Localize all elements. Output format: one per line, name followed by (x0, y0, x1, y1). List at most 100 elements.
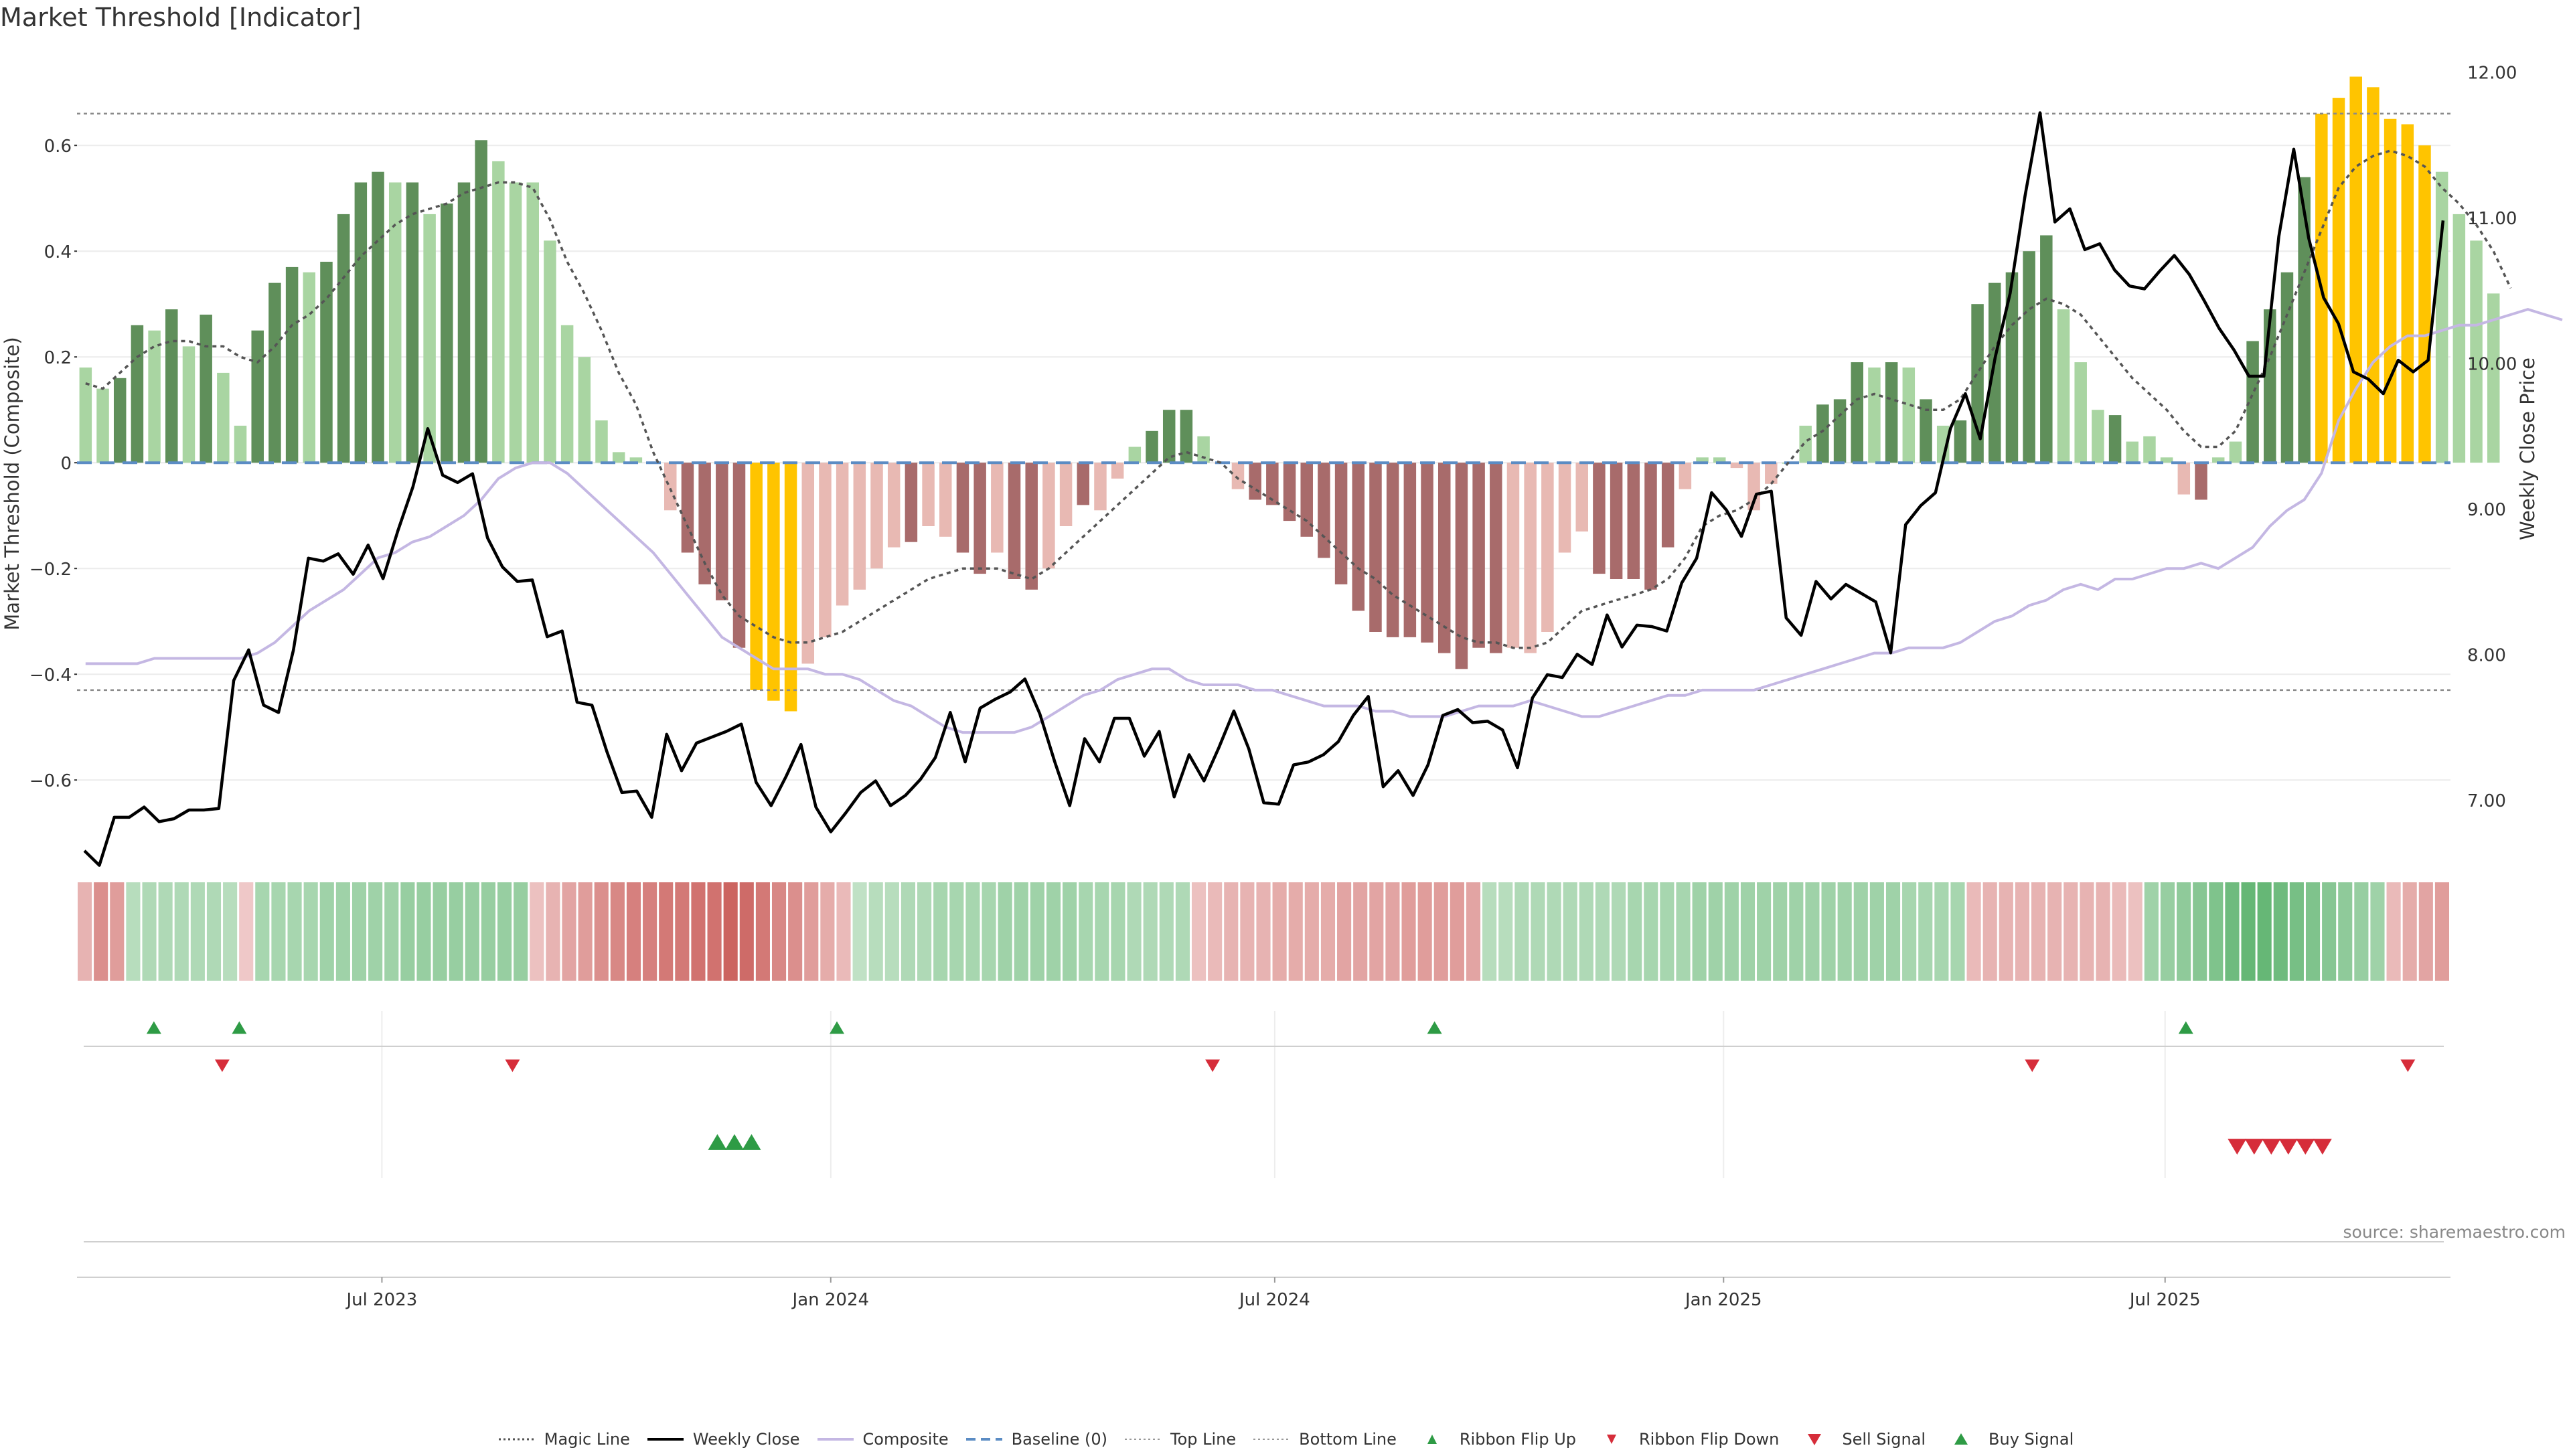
ribbon-cell (368, 882, 383, 981)
composite-bar (234, 425, 247, 463)
ribbon-cell (1159, 882, 1174, 981)
ribbon-cell (1740, 882, 1756, 981)
sell-signal-marker (2244, 1139, 2264, 1155)
y-tick-label: 0.2 (44, 348, 72, 368)
legend-label: Ribbon Flip Up (1459, 1430, 1576, 1449)
composite-bar (268, 282, 281, 463)
ribbon-cell (933, 882, 948, 981)
composite-bar (2040, 235, 2053, 463)
ribbon-cell (78, 882, 92, 981)
composite-bar (544, 240, 556, 463)
ribbon-cell (1934, 882, 1949, 981)
ribbon-cell (771, 882, 787, 981)
composite-bar (1283, 463, 1296, 521)
legend-label: Baseline (0) (1011, 1430, 1108, 1449)
ribbon-cell (884, 882, 899, 981)
ribbon-cell (1385, 882, 1400, 981)
composite-bar (303, 272, 316, 463)
ribbon-cell (965, 882, 980, 981)
ribbon-flip-down-marker (2400, 1059, 2416, 1072)
y-right-tick-label: 11.00 (2467, 209, 2517, 229)
legend-label: Bottom Line (1299, 1430, 1397, 1449)
composite-bar (1146, 430, 1158, 463)
composite-bar (182, 346, 196, 463)
composite-bar (320, 262, 333, 463)
ribbon-cell (1063, 882, 1077, 981)
ribbon-cell (174, 882, 189, 981)
composite-bar (1679, 463, 1692, 489)
composite-bar (853, 463, 866, 590)
y-axis-label: Market Threshold (Composite) (1, 337, 23, 630)
ribbon-cell (2047, 882, 2062, 981)
ribbon-cell (1433, 882, 1448, 981)
ribbon-cell (901, 882, 916, 981)
composite-bar (2160, 457, 2173, 463)
legend-item-ribbon-flip-up: Ribbon Flip Up (1413, 1430, 1576, 1449)
composite-bar (629, 457, 643, 463)
composite-bar (2057, 309, 2070, 463)
ribbon-flip-up-marker (146, 1021, 161, 1034)
composite-bar (2143, 436, 2156, 463)
composite-bar (1455, 463, 1468, 669)
composite-bar (1162, 410, 1176, 463)
composite-bar (2367, 87, 2380, 463)
triangle-down-icon (1808, 1434, 1822, 1445)
ribbon-cell (2354, 882, 2369, 981)
composite-bar (165, 309, 178, 463)
y-tick-label: −0.2 (29, 560, 72, 580)
composite-bar (2332, 98, 2345, 463)
ribbon-cell (416, 882, 431, 981)
ribbon-cell (1837, 882, 1852, 981)
ribbon-cell (2386, 882, 2401, 981)
ribbon-cell (206, 882, 222, 981)
composite-bar (1231, 463, 1245, 489)
composite-bar (131, 325, 144, 463)
ribbon-cell (1885, 882, 1901, 981)
composite-bar (1369, 463, 1382, 632)
composite-bar (1558, 463, 1571, 553)
composite-bar (200, 315, 212, 463)
ribbon-cell (1563, 882, 1577, 981)
ribbon-cell (836, 882, 851, 981)
dotted-line-icon (1125, 1439, 1162, 1440)
ribbon-cell (1046, 882, 1061, 981)
ribbon-cell (868, 882, 883, 981)
ribbon-cell (1095, 882, 1109, 981)
ribbon-cell (1966, 882, 1981, 981)
page-title: Market Threshold [Indicator] (0, 3, 362, 32)
ribbon-cell (465, 882, 479, 981)
solid-line-icon (647, 1438, 684, 1441)
ribbon-cell (1805, 882, 1820, 981)
composite-bar (1541, 463, 1554, 632)
dotted-line-icon (498, 1438, 535, 1441)
composite-bar (1954, 420, 1967, 463)
composite-bar (1197, 436, 1210, 463)
ribbon-cell (271, 882, 286, 981)
source-note: source: sharemaestro.com (2343, 1222, 2566, 1242)
composite-bar (905, 463, 918, 542)
ribbon-cell (335, 882, 350, 981)
ribbon-flip-up-marker (2178, 1021, 2193, 1034)
ribbon-flip-up-marker (1427, 1021, 1442, 1034)
ribbon-cell (2434, 882, 2449, 981)
ribbon-cell (1531, 882, 1545, 981)
composite-bar (1696, 457, 1709, 463)
composite-bar (492, 161, 505, 463)
composite-bar (1902, 368, 1916, 463)
ribbon-cell (2322, 882, 2337, 981)
composite-bar (441, 204, 453, 463)
composite-bar (509, 182, 522, 463)
composite-bar (836, 463, 849, 606)
ribbon-cell (1224, 882, 1239, 981)
legend-label: Weekly Close (692, 1430, 800, 1449)
composite-bar (819, 463, 832, 637)
composite-bar (475, 140, 487, 463)
weekly-close-line (83, 111, 2445, 867)
ribbon-cell (1498, 882, 1513, 981)
composite-bar (406, 182, 419, 463)
ribbon-cell (1595, 882, 1610, 981)
ribbon-cell (1821, 882, 1836, 981)
ribbon-cell (1999, 882, 2013, 981)
composite-bar (1747, 463, 1760, 511)
x-tick-label: Jan 2025 (1684, 1290, 1762, 1310)
